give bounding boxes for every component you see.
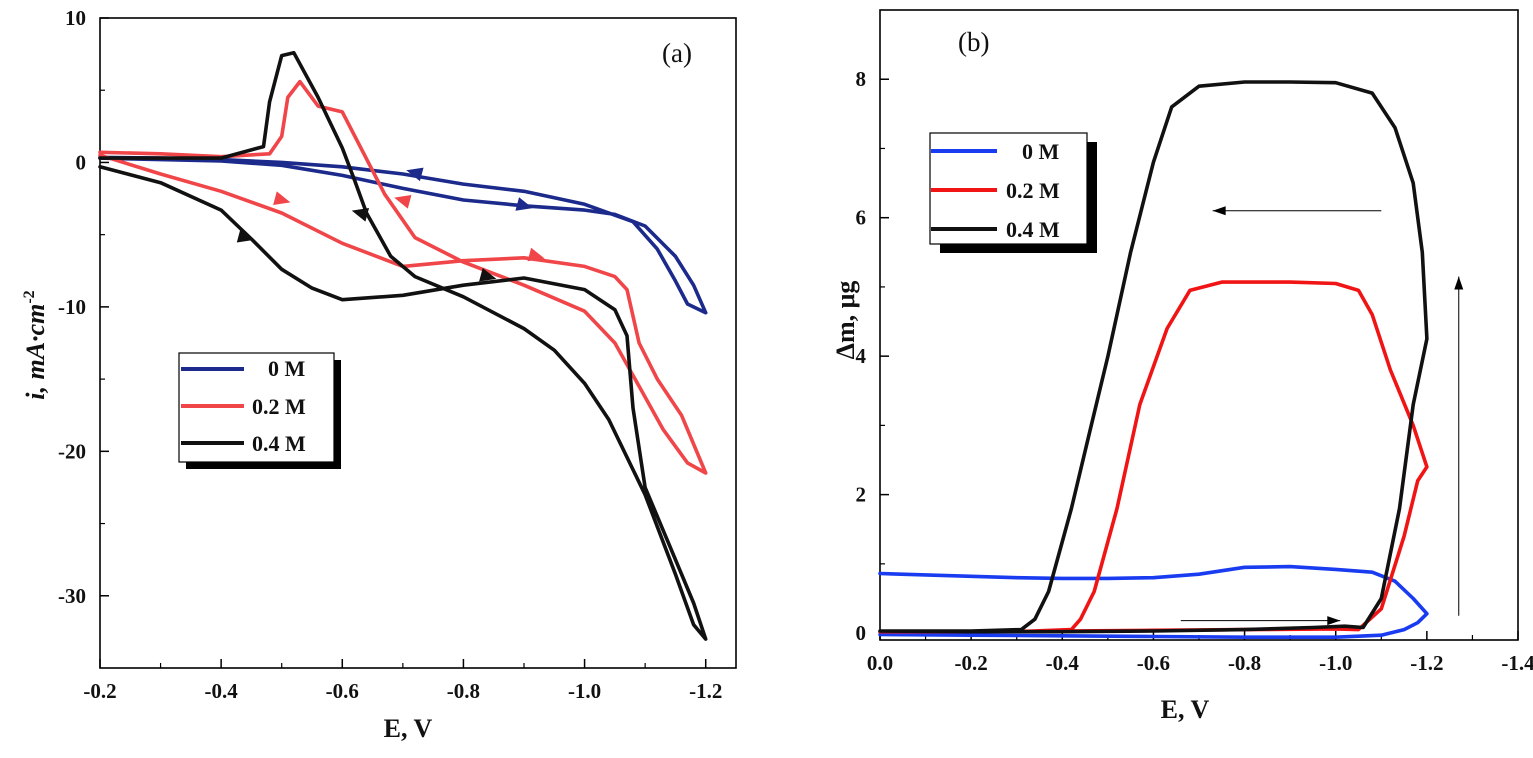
x-tick-label: -0.2: [955, 651, 988, 675]
arrow-head: [515, 197, 533, 211]
arrow-head: [236, 228, 255, 243]
arrow-up-head: [1454, 276, 1464, 290]
panel-b-label: (b): [958, 27, 989, 57]
arrow-left-head: [1212, 206, 1226, 216]
curve-direction-arrow: [236, 228, 255, 243]
series-04M: [878, 80, 1429, 634]
x-tick-label: -0.4: [205, 679, 239, 703]
curve-direction-arrow: [406, 167, 424, 182]
series-0M: [878, 564, 1429, 639]
x-tick-label: -0.4: [1046, 651, 1080, 675]
y-tick-label: 0: [76, 150, 87, 174]
y-tick-label: -10: [58, 295, 86, 319]
arrow-head: [351, 208, 370, 222]
panel-a-y-axis-title: i, mA·cm-2: [21, 290, 50, 399]
x-tick-label: -0.8: [447, 679, 480, 703]
x-tick-label: -1.2: [1410, 651, 1443, 675]
legend-b-label-02m: 0.2 M: [1006, 178, 1060, 203]
arrow-right-head: [1327, 616, 1341, 626]
panel-a-direction-arrows: [236, 167, 545, 282]
x-tick-label: -0.6: [1137, 651, 1170, 675]
y-tick-label: 0: [856, 621, 867, 645]
arrow-head: [1454, 276, 1464, 290]
y-tick-label: 10: [65, 6, 86, 30]
panel-b-series: [878, 80, 1429, 639]
panel-b-plot-frame: [879, 9, 1519, 641]
legend-a-label-04m: 0.4 M: [252, 431, 306, 456]
x-tick-label: 0.0: [867, 651, 893, 675]
arrow-head: [527, 247, 545, 262]
legend-b-label-04m: 0.4 M: [1006, 217, 1060, 242]
legend-b-label-0m: 0 M: [1022, 139, 1060, 164]
y-tick-label: 4: [856, 344, 867, 368]
series-04M: [98, 50, 708, 641]
x-tick-label: -1.2: [689, 679, 722, 703]
curve-direction-arrow: [479, 267, 497, 282]
panel-b-y-axis-title: Δm, μg: [831, 281, 860, 360]
panel-a-y-axis-title-main: i, mA·cm: [21, 304, 50, 400]
arrow-head: [394, 195, 412, 209]
arrow-head: [1327, 616, 1341, 626]
y-tick-label: -20: [58, 439, 86, 463]
panel-b-x-axis-title: E, V: [1161, 695, 1210, 724]
arrow-head: [479, 267, 497, 282]
panel-a-y-axis-title-sup: -2: [21, 290, 38, 303]
panel-a: -0.2 -0.4 -0.6 -0.8 -1.0 -1.2 10 0 -10 -20 -30 (a)…: [21, 6, 737, 743]
y-tick-label: -30: [58, 584, 86, 608]
curve-direction-arrow: [273, 191, 291, 205]
curve-direction-arrow: [515, 197, 533, 211]
panel-a-ticks: -0.2 -0.4 -0.6 -0.8 -1.0 -1.2 10 0 -10 -20 -30: [58, 6, 722, 703]
legend-a-label-02m: 0.2 M: [252, 394, 306, 419]
panel-b-ticks: 0.0 -0.2 -0.4 -0.6 -0.8 -1.0 -1.2 -1.4 0 2 4 6 8: [856, 67, 1533, 675]
panel-b-legend: 0 M 0.2 M 0.4 M: [929, 132, 1097, 253]
panel-a-label: (a): [662, 38, 692, 68]
arrow-head: [406, 167, 424, 182]
y-tick-label: 8: [856, 67, 867, 91]
panel-a-legend: 0 M 0.2 M 0.4 M: [178, 352, 341, 469]
x-tick-label: -1.4: [1501, 651, 1533, 675]
panel-b: 0.0 -0.2 -0.4 -0.6 -0.8 -1.0 -1.2 -1.4 0 2 4 6 8 (b)…: [831, 9, 1533, 724]
x-tick-label: -0.6: [326, 679, 359, 703]
x-tick-label: -1.0: [1319, 651, 1352, 675]
panel-a-x-axis-title: E, V: [384, 714, 433, 743]
panel-b-annotation-arrows: [1180, 206, 1464, 626]
curve-direction-arrow: [527, 247, 545, 262]
series-02M: [98, 79, 708, 475]
arrow-head: [273, 191, 291, 205]
y-tick-label: 6: [856, 206, 867, 230]
x-tick-label: -1.0: [568, 679, 601, 703]
y-tick-label: 2: [856, 483, 867, 507]
arrow-head: [1212, 206, 1226, 216]
panel-a-series: [98, 50, 708, 641]
x-tick-label: -0.2: [83, 679, 116, 703]
curve-direction-arrow: [394, 195, 412, 209]
legend-a-label-0m: 0 M: [268, 356, 306, 381]
series-0M: [98, 155, 708, 315]
x-tick-label: -0.8: [1228, 651, 1261, 675]
curve-direction-arrow: [351, 208, 370, 222]
panel-a-plot-frame: [99, 17, 737, 669]
